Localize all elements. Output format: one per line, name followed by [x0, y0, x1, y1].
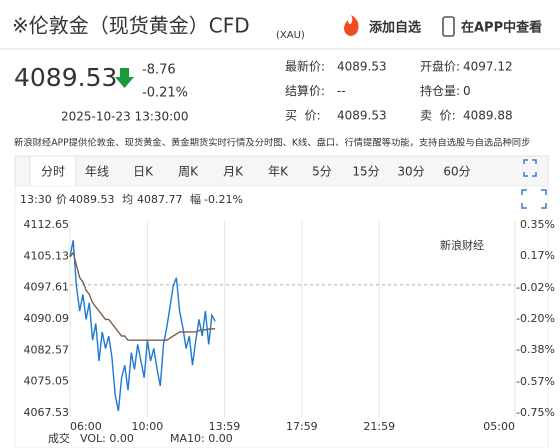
notice: 新浪财经APP提供伦敦金、现货黄金、黄金期货实时行情及分时图、K线、盘口、行情提…	[14, 137, 530, 149]
y2-tick-label: -0.02%	[516, 281, 555, 294]
expand-icon[interactable]	[521, 189, 547, 209]
y2-tick-label: -0.38%	[516, 343, 555, 356]
volume-label: 成交	[48, 431, 70, 445]
y2-tick-label: 0.35%	[520, 218, 555, 231]
volume-ma10: MA10: 0.00	[170, 432, 233, 445]
phone-icon[interactable]	[442, 16, 455, 37]
x-tick-label: 13:59	[209, 420, 241, 433]
quote-time: 2025-10-23 13:30:00	[61, 110, 188, 124]
info-price-label: 价	[56, 193, 67, 206]
y2-tick-label: -0.75%	[516, 406, 555, 419]
y-tick-label: 4075.05	[24, 375, 70, 388]
info-range: -0.21%	[204, 193, 243, 206]
stat-value: 4089.53	[337, 109, 387, 123]
y2-tick-label: -0.20%	[516, 312, 555, 325]
open-app[interactable]: 在APP中查看	[461, 20, 542, 36]
last-price: 4089.53	[14, 63, 117, 92]
y-tick-label: 4112.65	[24, 218, 70, 231]
page-title: ※伦敦金（现货黄金）CFD	[12, 14, 250, 38]
tab[interactable]: 分时	[41, 165, 65, 179]
fire-icon[interactable]	[344, 15, 359, 36]
y-tick-label: 4067.53	[24, 406, 70, 419]
stat-label: 卖 价:	[420, 109, 456, 123]
volume: VOL: 0.00	[80, 432, 134, 445]
stat-label: 持仓量:	[420, 83, 460, 98]
active-tab-bg	[29, 155, 77, 187]
y2-tick-label: 0.17%	[520, 249, 555, 262]
y2-tick-label: -0.57%	[516, 375, 555, 388]
down-arrow	[115, 68, 134, 88]
x-tick-label: 17:59	[286, 420, 318, 433]
fullscreen-icon[interactable]	[523, 159, 537, 177]
price-change-pct: -0.21%	[142, 86, 188, 101]
tab[interactable]: 5分	[312, 165, 332, 179]
add-watchlist[interactable]: 添加自选	[369, 20, 421, 36]
stat-label: 开盘价:	[420, 59, 460, 74]
tab[interactable]: 月K	[223, 165, 244, 179]
stat-value: 4089.53	[337, 60, 387, 74]
info-price: 4089.53	[69, 193, 115, 206]
symbol-code: (XAU)	[276, 30, 305, 41]
info-range-label: 幅	[190, 193, 201, 206]
y-tick-label: 4105.13	[24, 249, 70, 262]
tab[interactable]: 年线	[85, 165, 109, 179]
price-line	[69, 240, 216, 412]
stat-value: 4097.12	[463, 60, 513, 74]
stat-label: 最新价:	[285, 59, 325, 74]
x-tick-label: 06:00	[70, 420, 102, 433]
x-tick-label: 10:00	[132, 420, 164, 433]
stat-value: 0	[463, 84, 471, 98]
tab[interactable]: 日K	[133, 165, 154, 179]
price-change: -8.76	[142, 63, 176, 78]
stat-value: 4089.88	[463, 109, 513, 123]
y-tick-label: 4097.61	[24, 281, 70, 294]
stat-label: 结算价:	[285, 83, 325, 98]
x-tick-label: 05:00	[483, 420, 515, 433]
tab[interactable]: 周K	[178, 165, 199, 179]
x-tick-label: 21:59	[363, 420, 395, 433]
info-avg: 4087.77	[137, 193, 183, 206]
stat-label: 买 价:	[285, 109, 321, 123]
chart-panel	[14, 185, 549, 448]
tab[interactable]: 30分	[397, 165, 424, 179]
stat-value: --	[337, 84, 346, 98]
y-tick-label: 4090.09	[24, 312, 70, 325]
price-line	[69, 251, 216, 341]
info-time: 13:30	[20, 193, 52, 206]
watermark: 新浪财经	[440, 238, 484, 252]
tab[interactable]: 60分	[443, 165, 470, 179]
tab[interactable]: 年K	[268, 165, 289, 179]
info-avg-label: 均	[122, 193, 133, 206]
tab[interactable]: 15分	[352, 165, 379, 179]
y-tick-label: 4082.57	[24, 343, 70, 356]
